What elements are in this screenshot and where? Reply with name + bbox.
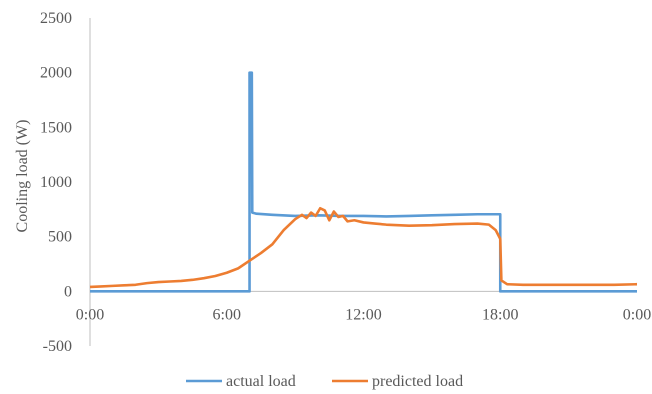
y-tick-label: 1500 [40,119,72,136]
y-tick-label: -500 [43,338,72,355]
y-tick-label: 1000 [40,174,72,191]
x-tick-label: 18:00 [482,306,518,323]
y-tick-label: 2500 [40,10,72,27]
x-tick-label: 0:00 [76,306,104,323]
x-tick-label: 12:00 [345,306,381,323]
y-tick-label: 500 [48,229,72,246]
series-line-predicted-load [89,206,638,289]
y-tick-label: 0 [64,283,72,300]
y-tick-label: 2000 [40,65,72,82]
x-tick-label: 6:00 [213,306,241,323]
legend-label-predicted-load: predicted load [372,373,463,390]
x-tick-label: 0:00 [623,306,651,323]
y-axis-title: Cooling load (W) [14,120,31,233]
series-line-actual-load [90,71,637,293]
legend-label-actual-load: actual load [226,373,296,390]
